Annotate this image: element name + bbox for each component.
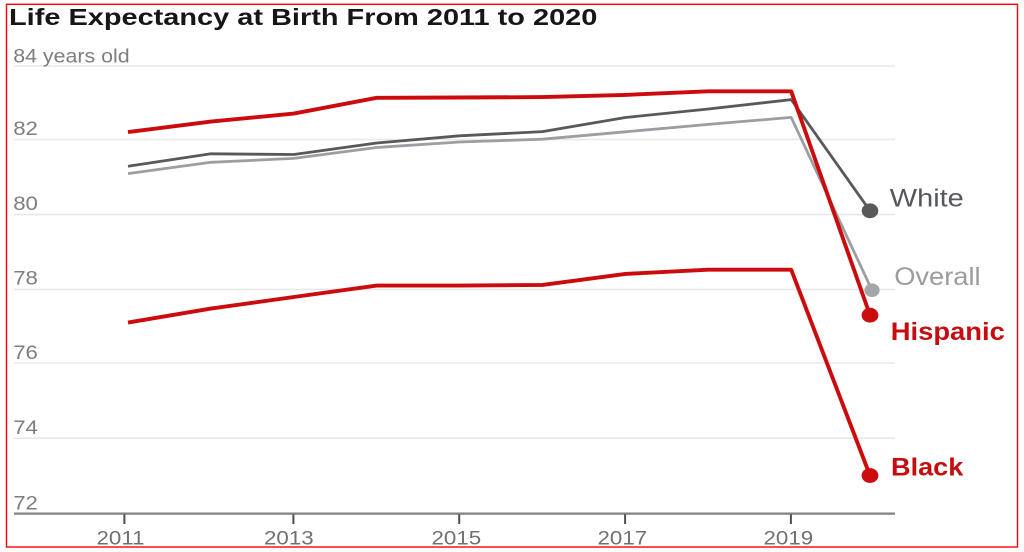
svg-text:Black: Black bbox=[891, 452, 964, 481]
svg-text:84 years old: 84 years old bbox=[13, 46, 129, 67]
svg-text:2017: 2017 bbox=[598, 528, 648, 549]
svg-text:2013: 2013 bbox=[264, 528, 314, 549]
svg-text:Overall: Overall bbox=[894, 262, 980, 291]
svg-text:White: White bbox=[890, 184, 964, 212]
svg-text:80: 80 bbox=[13, 193, 38, 214]
svg-text:2015: 2015 bbox=[432, 528, 482, 549]
svg-text:Hispanic: Hispanic bbox=[891, 317, 1005, 346]
svg-text:2011: 2011 bbox=[97, 528, 145, 549]
svg-text:74: 74 bbox=[13, 417, 38, 438]
svg-text:2019: 2019 bbox=[764, 528, 814, 549]
svg-text:Life Expectancy at Birth From: Life Expectancy at Birth From 2011 to 20… bbox=[9, 4, 597, 30]
svg-text:76: 76 bbox=[13, 342, 38, 363]
svg-text:82: 82 bbox=[13, 119, 38, 140]
svg-text:78: 78 bbox=[13, 268, 38, 289]
svg-text:72: 72 bbox=[13, 493, 38, 514]
